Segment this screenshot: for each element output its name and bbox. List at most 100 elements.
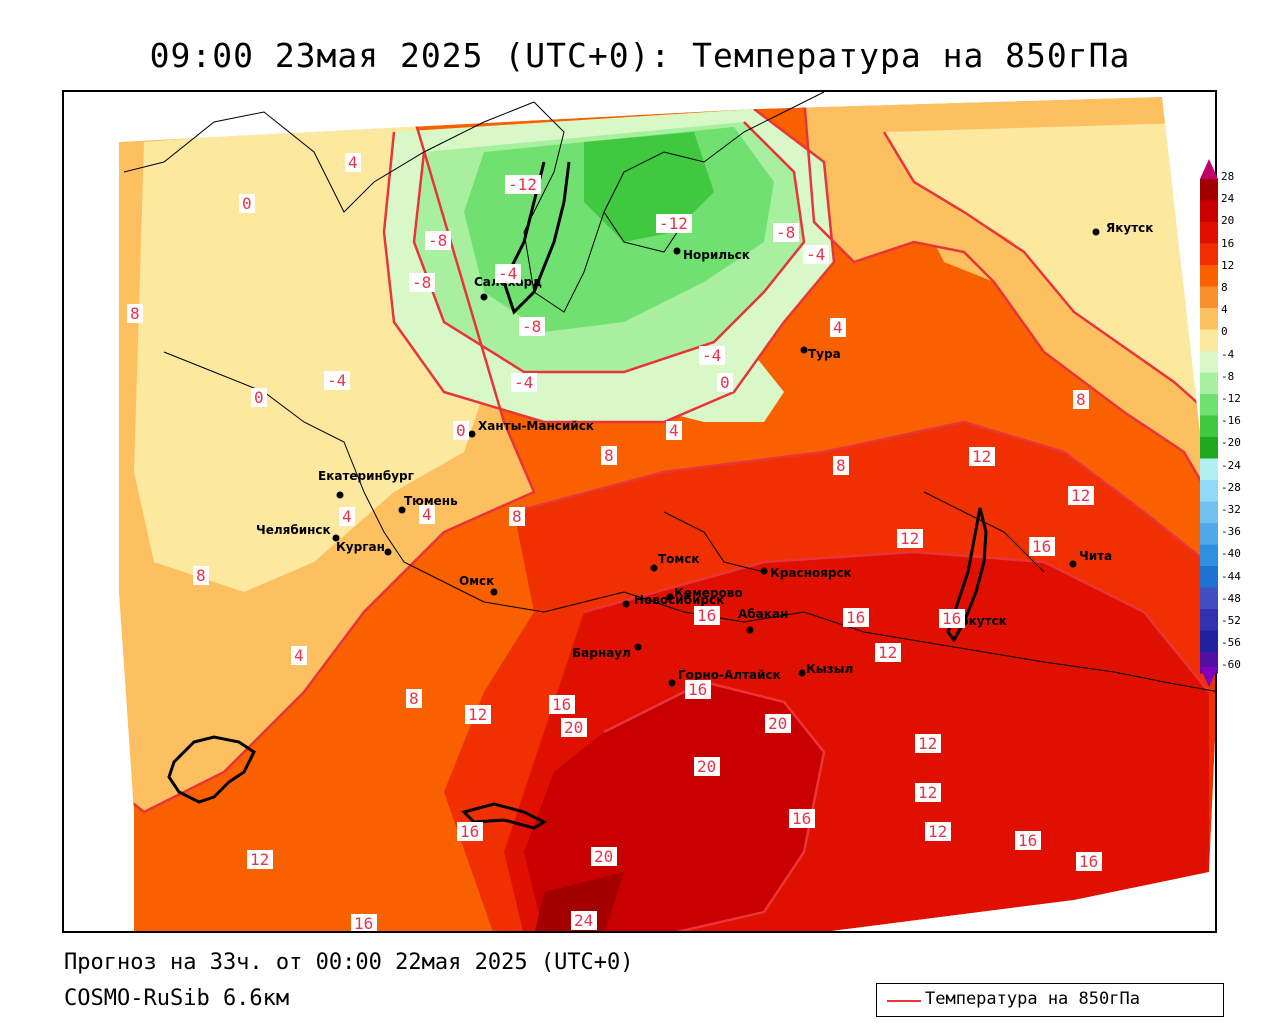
isotherm-label-bg (457, 822, 483, 841)
city-label: Тура (808, 347, 841, 361)
colorbar-tick-label: -36 (1221, 525, 1241, 539)
borders (123, 92, 1215, 692)
colorbar-tick-label: -28 (1221, 480, 1241, 494)
isotherm-label-bg (591, 847, 617, 866)
isotherm-label: 16 (1079, 852, 1098, 871)
colorbar-tick-label: -24 (1221, 458, 1241, 472)
legend: Температура на 850гПа (876, 983, 1224, 1017)
isotherm-label: 20 (697, 757, 716, 776)
isotherm-label-bg (1068, 486, 1094, 505)
isotherm-label-bg (549, 695, 575, 714)
colorbar-cell (1200, 415, 1218, 437)
colorbar-tick-label: -12 (1221, 392, 1241, 405)
colorbar-bottom-arrow (1200, 667, 1218, 687)
city-marker (490, 588, 498, 596)
isotherm-label-bg (351, 914, 377, 931)
city-marker (1069, 560, 1077, 568)
colorbar-cell (1200, 329, 1218, 351)
isotherm-label-bg (915, 734, 941, 753)
colorbar-cell (1200, 630, 1218, 652)
lake-outline (167, 735, 256, 804)
colorbar-tick-label: -4 (1221, 347, 1235, 361)
isotherm-label: 16 (460, 822, 479, 841)
isotherm-label-bg (773, 223, 799, 242)
isotherm-label-bg (291, 646, 307, 665)
isotherm-label-bg (685, 680, 711, 699)
city-marker (673, 247, 681, 255)
isotherm-label: 4 (294, 646, 304, 665)
map-title: 09:00 23мая 2025 (UTC+0): Температура на… (149, 36, 1131, 75)
isotherm-label-bg (830, 318, 846, 337)
city-label: Челябинск (256, 523, 331, 537)
isotherm-label: -8 (412, 273, 431, 292)
isotherm-label: 16 (552, 695, 571, 714)
city-marker (384, 548, 392, 556)
city-label: Кызыл (806, 662, 853, 676)
colorbar-tick-label: 12 (1221, 258, 1235, 272)
isotherm-label: 12 (900, 529, 919, 548)
isotherm-label: 0 (242, 194, 252, 213)
colorbar-tick-label: -20 (1221, 436, 1241, 450)
isotherm-label-bg (193, 566, 209, 585)
city-marker (332, 534, 340, 542)
colorbar-cell (1200, 437, 1218, 459)
isotherm-label-bg (511, 373, 537, 392)
isotherm-label: 0 (254, 388, 264, 407)
isotherm-label-bg (694, 757, 720, 776)
colorbar-tick-label: -56 (1221, 636, 1241, 650)
isotherm-label: 20 (594, 847, 613, 866)
isotherm-label-bg (324, 371, 350, 390)
colorbar-tick-label: -16 (1221, 414, 1241, 428)
isotherm-label: -4 (514, 373, 533, 392)
colorbar-tick-label: 8 (1221, 281, 1228, 294)
legend-label: Температура на 850гПа (925, 989, 1140, 1009)
isotherm-label: 12 (972, 447, 991, 466)
isotherm-label-bg (717, 373, 733, 392)
isotherm-label-bg (251, 388, 267, 407)
isotherm-label-bg (789, 809, 815, 828)
city-marker (760, 567, 768, 575)
isotherm-label-bg (1029, 537, 1055, 556)
isotherm-label: 0 (720, 373, 730, 392)
isotherm-label: 8 (409, 689, 419, 708)
city-label: Новосибирск (634, 593, 724, 607)
baikal-lake (946, 507, 988, 643)
colorbar-tick-label: -48 (1221, 591, 1241, 605)
isotherm-label-bg (656, 214, 692, 233)
colorbar-tick-label: -8 (1221, 369, 1235, 383)
city-marker (746, 626, 754, 634)
isotherm-label-bg (419, 505, 435, 524)
isotherm-label: 20 (564, 718, 583, 737)
isotherm-label: 4 (833, 318, 843, 337)
isotherm-label: -8 (428, 231, 447, 250)
city-marker (480, 293, 488, 301)
colorbar-cell (1200, 587, 1218, 609)
isotherm-label: 8 (130, 304, 140, 323)
isotherm-lines (119, 97, 1215, 931)
city-label: Абакан (738, 607, 788, 621)
isotherm-label: 4 (342, 507, 352, 526)
colorbar (1200, 159, 1218, 687)
isotherm-label: 16 (697, 606, 716, 625)
isotherm-label: 12 (928, 822, 947, 841)
isotherm-label-bg (505, 175, 541, 194)
lake-balkhash (461, 802, 548, 830)
colorbar-cell (1200, 566, 1218, 588)
isotherm-label: -12 (659, 214, 688, 233)
city-label: Кемерово (674, 586, 743, 600)
colorbar-tick-label: 20 (1221, 214, 1235, 228)
city-marker (668, 679, 676, 687)
isotherm-label-bg (699, 346, 725, 365)
colorbar-tick-label: -32 (1221, 503, 1241, 516)
isotherm-label: -4 (327, 371, 346, 390)
isotherm-label-bg (925, 822, 951, 841)
colorbar-tick-label: -44 (1221, 569, 1241, 583)
city-label: Якутск (1106, 221, 1153, 235)
colorbar-tick-label: -40 (1221, 547, 1241, 561)
isotherm-label-bg (833, 456, 849, 475)
city-label: Курган (336, 540, 385, 554)
isotherm-label: -12 (508, 175, 537, 194)
city-label: Норильск (683, 248, 750, 262)
colorbar-cell (1200, 480, 1218, 502)
isotherm-label: -8 (776, 223, 795, 242)
